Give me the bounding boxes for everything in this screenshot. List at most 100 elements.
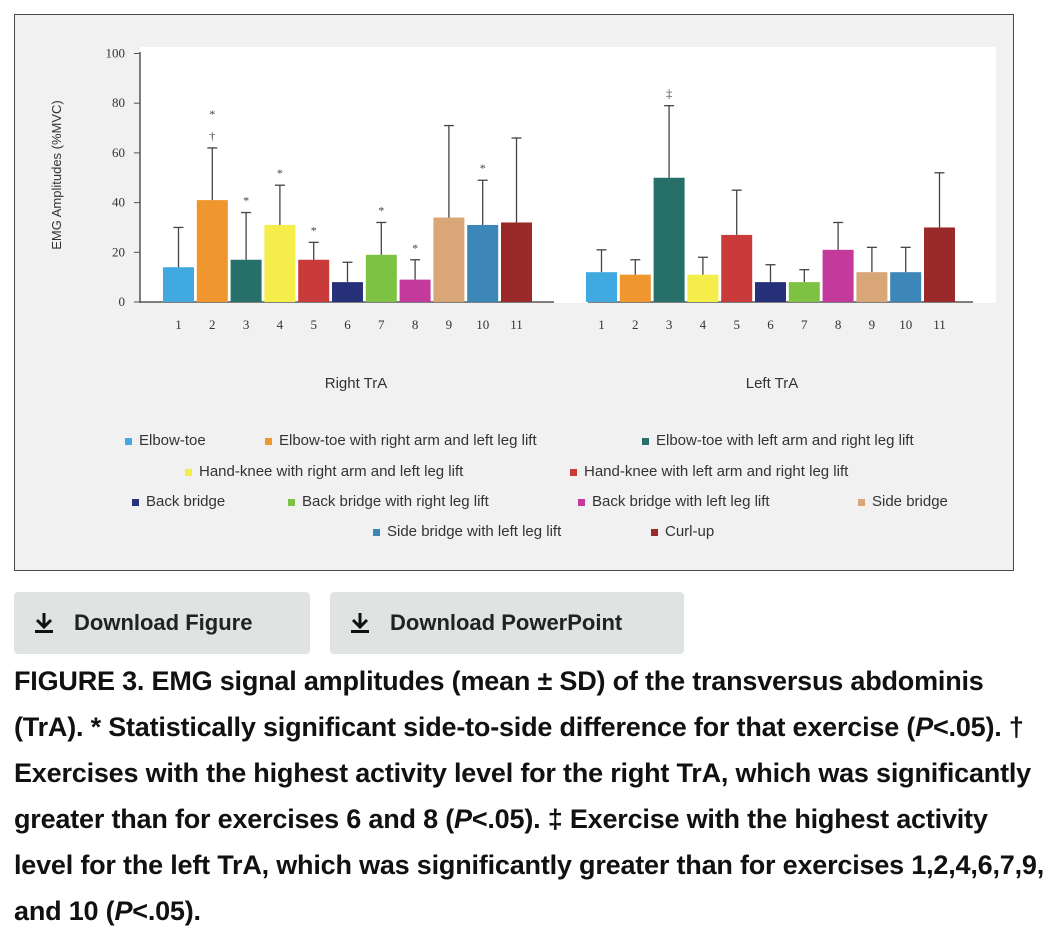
legend-swatch: [125, 438, 132, 445]
x-tick-label: 9: [446, 317, 453, 332]
legend-swatch: [570, 469, 577, 476]
legend-label: Elbow-toe: [139, 432, 206, 449]
figure-caption: FIGURE 3. EMG signal amplitudes (mean ± …: [14, 658, 1044, 934]
bar: [433, 217, 465, 302]
bar: [399, 279, 431, 302]
caption-text: <.05).: [132, 896, 201, 926]
bar: [653, 177, 685, 302]
bar: [196, 200, 228, 302]
significance-mark: *: [311, 223, 317, 237]
x-tick-label: 11: [510, 317, 523, 332]
legend-label: Back bridge with right leg lift: [302, 493, 490, 510]
download-figure-label: Download Figure: [74, 610, 253, 635]
x-tick-label: 3: [243, 317, 250, 332]
y-tick-label: 100: [106, 46, 126, 61]
legend-label: Side bridge: [872, 493, 948, 510]
y-axis-label: EMG Amplitudes (%MVC): [49, 100, 64, 250]
bar: [332, 282, 363, 302]
bar-chart: EMG Amplitudes (%MVC) 0 20 40 60 80 100 1 2 * † 3…: [49, 46, 996, 540]
legend-label: Elbow-toe with right arm and left leg li…: [279, 432, 537, 449]
x-tick-label: 11: [933, 317, 946, 332]
legend-swatch: [578, 499, 585, 506]
caption-p-italic: P: [454, 804, 472, 834]
group-label: Left TrA: [746, 375, 799, 392]
bar: [467, 224, 499, 302]
bar: [163, 267, 194, 302]
y-tick-label: 0: [119, 294, 126, 309]
x-tick-label: 10: [476, 317, 489, 332]
y-tick-label: 60: [112, 145, 125, 160]
bar: [365, 254, 397, 302]
significance-mark: *: [209, 107, 215, 121]
legend-label: Hand-knee with left arm and right leg li…: [584, 463, 849, 480]
x-tick-label: 4: [700, 317, 707, 332]
x-tick-label: 1: [598, 317, 605, 332]
legend-swatch: [185, 469, 192, 476]
legend-swatch: [858, 499, 865, 506]
bar: [890, 272, 922, 302]
x-tick-label: 6: [767, 317, 774, 332]
bar: [924, 227, 955, 302]
legend-swatch: [132, 499, 139, 506]
x-tick-label: 8: [412, 317, 419, 332]
bar: [721, 234, 753, 302]
download-icon: [14, 611, 74, 635]
significance-mark: *: [412, 241, 418, 255]
download-figure-button[interactable]: Download Figure: [14, 592, 310, 654]
legend-swatch: [265, 438, 272, 445]
bar: [501, 222, 532, 302]
legend-label: Hand-knee with right arm and left leg li…: [199, 463, 464, 480]
download-powerpoint-button[interactable]: Download PowerPoint: [330, 592, 684, 654]
bar: [822, 249, 854, 302]
x-tick-label: 5: [310, 317, 317, 332]
group-label: Right TrA: [325, 375, 388, 392]
bar: [619, 274, 651, 302]
bar: [264, 224, 296, 302]
significance-mark: †: [209, 129, 215, 143]
x-tick-label: 2: [632, 317, 639, 332]
x-tick-label: 4: [277, 317, 284, 332]
significance-mark: ‡: [666, 87, 672, 101]
legend-label: Back bridge with left leg lift: [592, 493, 770, 510]
x-tick-label: 2: [209, 317, 216, 332]
x-tick-label: 8: [835, 317, 842, 332]
x-tick-label: 7: [378, 317, 385, 332]
y-tick-label: 40: [112, 195, 125, 210]
legend-label: Curl-up: [665, 523, 714, 540]
legend-swatch: [288, 499, 295, 506]
significance-mark: *: [378, 203, 384, 217]
x-tick-label: 10: [899, 317, 912, 332]
download-powerpoint-label: Download PowerPoint: [390, 610, 623, 635]
x-tick-label: 3: [666, 317, 673, 332]
significance-mark: *: [243, 194, 249, 208]
significance-mark: *: [277, 166, 283, 180]
bar: [788, 282, 820, 302]
caption-text: <.05). ‡ Exercise with the highest activ…: [14, 804, 1044, 926]
bar: [856, 272, 888, 302]
legend-swatch: [651, 529, 658, 536]
download-icon: [330, 611, 390, 635]
x-tick-label: 5: [733, 317, 740, 332]
caption-p-italic: P: [114, 896, 133, 926]
bar: [755, 282, 786, 302]
bar: [687, 274, 719, 302]
caption-text: <.05). † Exercises with the highest acti…: [14, 712, 1031, 834]
x-tick-label: 9: [869, 317, 876, 332]
legend-swatch: [373, 529, 380, 536]
legend-swatch: [642, 438, 649, 445]
legend-label: Side bridge with left leg lift: [387, 523, 562, 540]
bar: [298, 259, 330, 302]
legend-label: Elbow-toe with left arm and right leg li…: [656, 432, 914, 449]
y-tick-label: 20: [112, 244, 125, 259]
x-tick-label: 1: [175, 317, 182, 332]
x-tick-label: 7: [801, 317, 808, 332]
caption-text: FIGURE 3. EMG signal amplitudes (mean ± …: [14, 666, 984, 742]
figure-image: EMG Amplitudes (%MVC) 0 20 40 60 80 100 1 2 * † 3…: [14, 14, 1014, 571]
bar: [230, 259, 262, 302]
bar: [586, 272, 617, 302]
significance-mark: *: [480, 161, 486, 175]
legend-label: Back bridge: [146, 493, 225, 510]
caption-p-italic: P: [915, 712, 933, 742]
x-tick-label: 6: [344, 317, 351, 332]
y-tick-label: 80: [112, 95, 125, 110]
